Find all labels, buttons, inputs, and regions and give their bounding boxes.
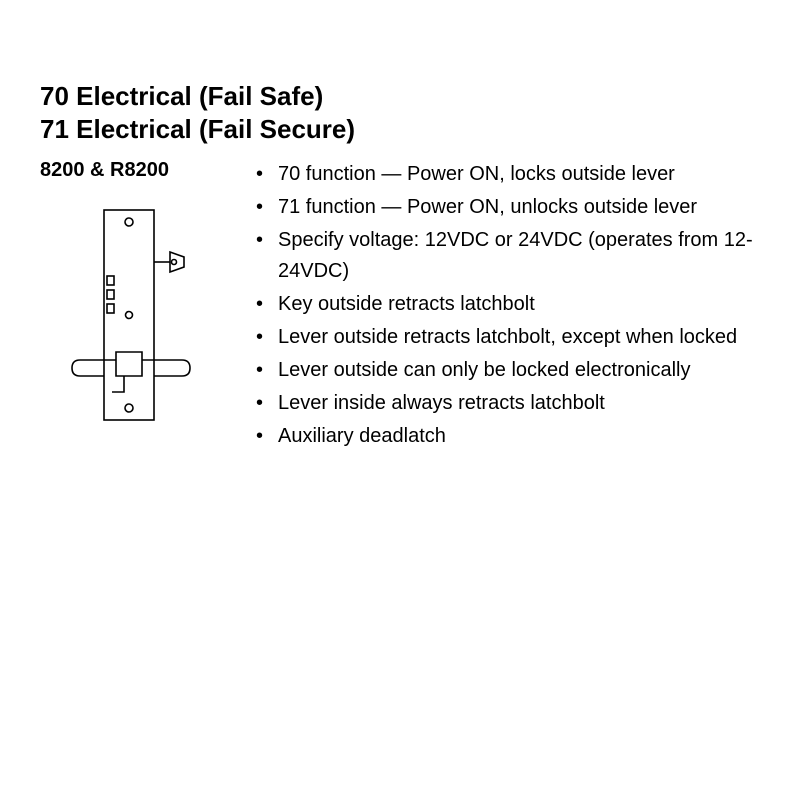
bullet-item: Lever inside always retracts latchbolt [252, 388, 760, 419]
bullet-item: Auxiliary deadlatch [252, 421, 760, 452]
feature-bullets: 70 function — Power ON, locks outside le… [252, 159, 760, 452]
heading-line-2: 71 Electrical (Fail Secure) [40, 113, 760, 146]
bullet-item: Lever outside retracts latchbolt, except… [252, 322, 760, 353]
right-column: 70 function — Power ON, locks outside le… [252, 159, 760, 454]
bullet-item: Specify voltage: 12VDC or 24VDC (operate… [252, 225, 760, 287]
product-heading: 70 Electrical (Fail Safe) 71 Electrical … [40, 80, 760, 145]
bullet-item: 71 function — Power ON, unlocks outside … [252, 192, 760, 223]
bullet-item: Lever outside can only be locked electro… [252, 355, 760, 386]
model-label: 8200 & R8200 [40, 159, 240, 182]
content-row: 8200 & R8200 [40, 159, 760, 454]
heading-line-1: 70 Electrical (Fail Safe) [40, 80, 760, 113]
left-column: 8200 & R8200 [40, 159, 240, 445]
lock-diagram [64, 200, 240, 445]
lock-diagram-svg [64, 200, 204, 440]
bullet-item: 70 function — Power ON, locks outside le… [252, 159, 760, 190]
bullet-item: Key outside retracts latchbolt [252, 289, 760, 320]
